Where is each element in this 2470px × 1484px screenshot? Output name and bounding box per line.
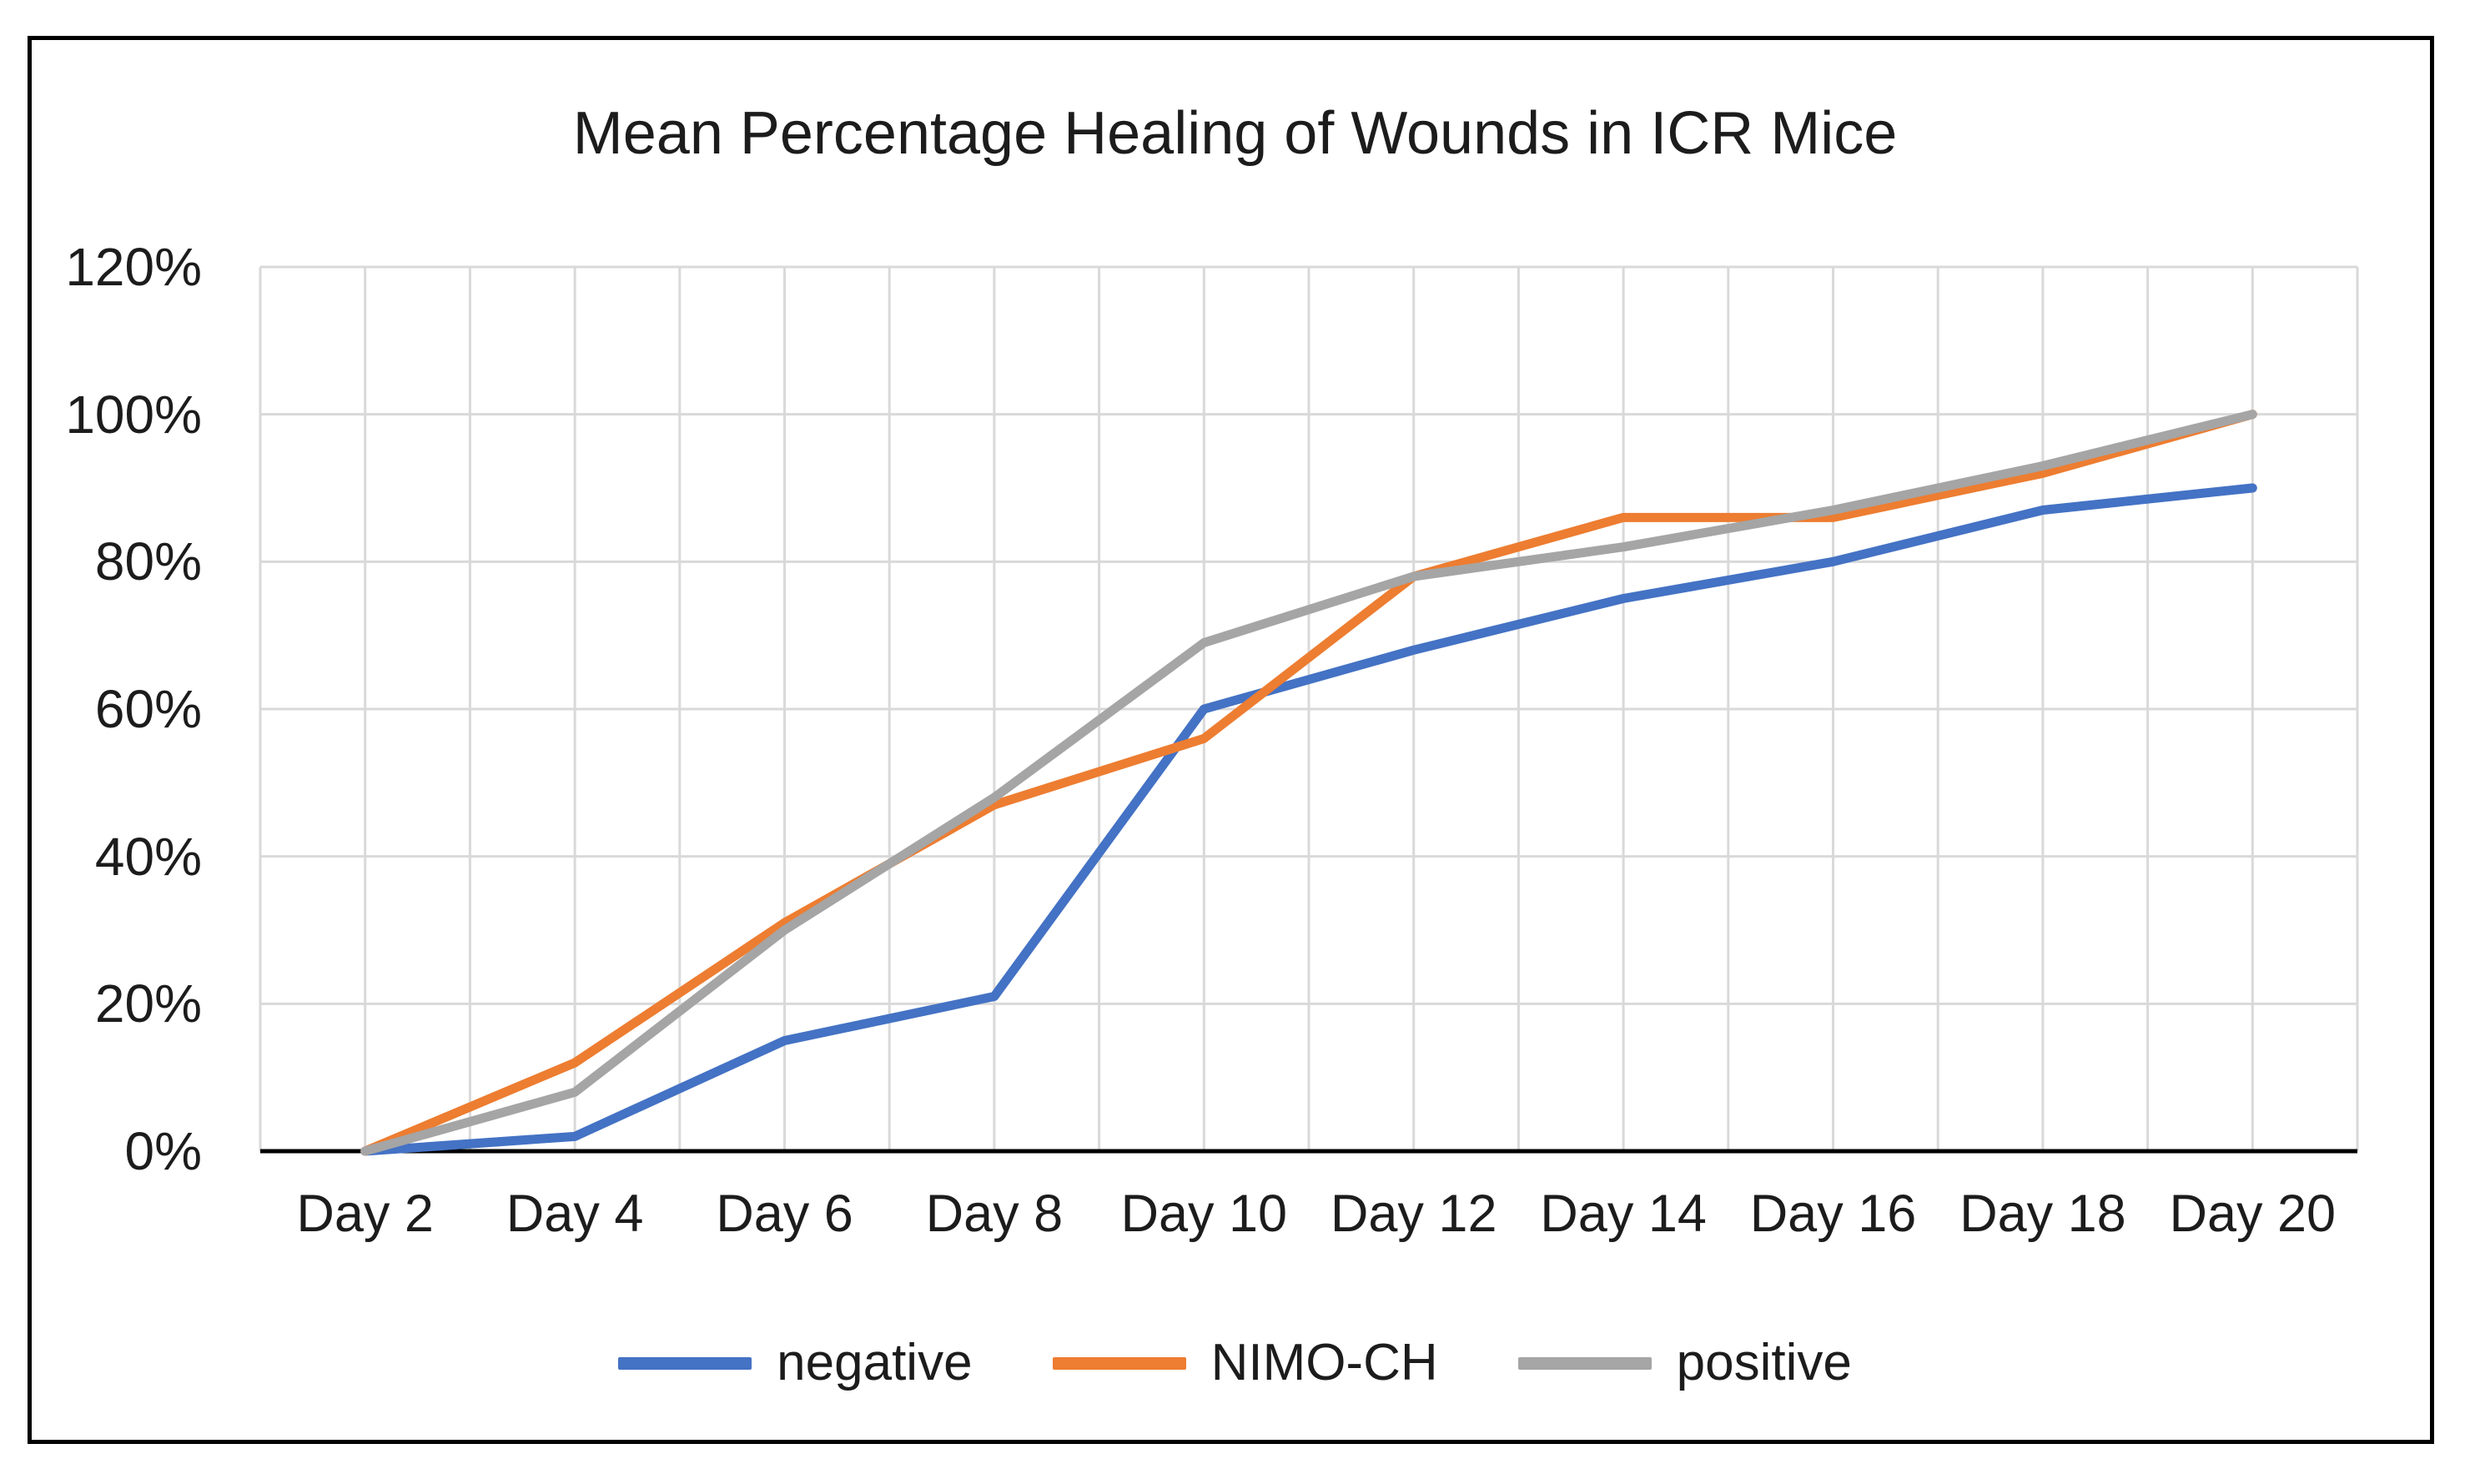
legend-swatch-icon xyxy=(1052,1356,1186,1370)
y-tick-label: 80% xyxy=(94,531,202,592)
figure-frame xyxy=(28,36,2434,1444)
series-line-positive xyxy=(360,410,2257,1156)
x-tick-label: Day 12 xyxy=(1330,1185,1497,1243)
y-tick-label: 100% xyxy=(65,384,202,445)
y-tick-label: 60% xyxy=(94,679,202,739)
y-tick-label: 20% xyxy=(94,973,202,1034)
x-tick-label: Day 10 xyxy=(1120,1185,1288,1243)
x-tick-label: Day 14 xyxy=(1540,1185,1707,1243)
legend-item-positive: positive xyxy=(1517,1334,1852,1391)
y-tick-label: 120% xyxy=(65,237,202,297)
chart-legend: negative NIMO-CH positive xyxy=(0,1331,2470,1395)
x-tick-label: Day 6 xyxy=(716,1185,853,1243)
series-lines xyxy=(360,410,2257,1156)
legend-label: NIMO-CH xyxy=(1210,1334,1438,1391)
legend-label: positive xyxy=(1676,1334,1852,1391)
legend-label: negative xyxy=(777,1334,973,1391)
legend-swatch-icon xyxy=(1517,1356,1652,1370)
x-tick-label: Day 8 xyxy=(925,1185,1064,1243)
x-tick-label: Day 18 xyxy=(1959,1185,2126,1243)
legend-item-negative: negative xyxy=(618,1334,973,1391)
legend-item-NIMO-CH: NIMO-CH xyxy=(1052,1334,1438,1391)
gridlines xyxy=(259,265,2359,1153)
chart-title: Mean Percentage Healing of Wounds in ICR… xyxy=(572,100,1898,167)
x-tick-label: Day 4 xyxy=(506,1185,644,1243)
legend-swatch-icon xyxy=(618,1356,752,1370)
x-tick-label: Day 20 xyxy=(2169,1185,2337,1243)
x-tick-label: Day 2 xyxy=(296,1185,434,1243)
y-tick-label: 40% xyxy=(94,826,202,887)
series-line-negative xyxy=(360,483,2257,1156)
y-tick-label: 0% xyxy=(124,1121,203,1181)
x-tick-label: Day 16 xyxy=(1749,1185,1917,1243)
series-line-NIMO-CH xyxy=(360,410,2257,1156)
